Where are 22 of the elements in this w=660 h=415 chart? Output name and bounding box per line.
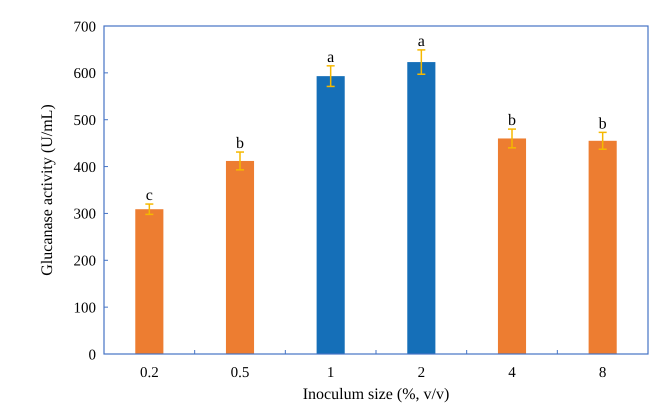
y-tick-label: 600 [74,66,96,82]
annotation: b [508,112,516,130]
y-tick-label: 700 [74,19,96,36]
x-tick-label: 8 [598,365,606,381]
y-tick-label: 200 [74,254,96,270]
y-tick-label: 0 [88,347,96,364]
x-axis-title: Inoculum size (%, v/v) [302,386,450,403]
y-tick-label: 500 [74,112,96,129]
y-tick-label: 100 [74,300,96,316]
y-tick-label: 300 [74,206,96,223]
annotation: b [598,115,607,132]
x-tick-label: 0.2 [140,365,159,381]
y-axis-title: Glucanase activity (U/mL) [39,104,56,276]
annotation: c [146,187,153,204]
annotation: b [236,135,244,152]
x-tick-label: 1 [326,365,334,381]
y-tick-label: 400 [74,160,96,176]
annotation: a [418,32,425,50]
x-tick-label: 2 [418,365,426,381]
annotation: a [327,48,334,66]
x-tick-label: 0.5 [230,365,250,381]
x-tick-label: 4 [508,365,516,381]
